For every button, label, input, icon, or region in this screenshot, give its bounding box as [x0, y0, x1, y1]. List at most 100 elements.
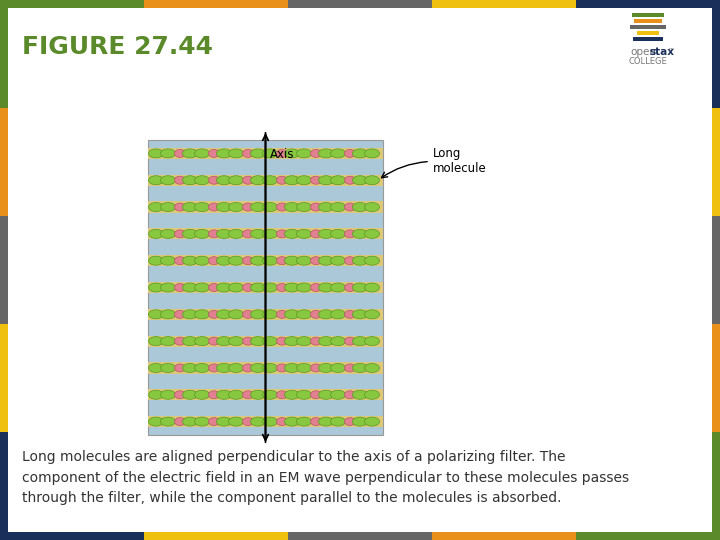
Ellipse shape [330, 363, 346, 373]
Ellipse shape [148, 176, 163, 185]
Ellipse shape [243, 337, 253, 345]
Ellipse shape [148, 202, 163, 212]
Ellipse shape [284, 176, 300, 185]
Ellipse shape [148, 417, 163, 426]
Ellipse shape [353, 230, 367, 238]
Ellipse shape [364, 256, 379, 265]
Ellipse shape [174, 150, 186, 157]
Bar [148, 389, 383, 400]
Ellipse shape [182, 149, 197, 158]
Ellipse shape [251, 363, 266, 373]
Bar [633, 37, 663, 41]
Ellipse shape [330, 149, 346, 158]
Ellipse shape [228, 230, 243, 238]
Ellipse shape [284, 390, 300, 399]
Ellipse shape [209, 176, 220, 184]
Ellipse shape [344, 364, 356, 372]
Ellipse shape [161, 310, 176, 319]
Ellipse shape [330, 230, 346, 238]
Ellipse shape [364, 310, 379, 319]
Ellipse shape [353, 390, 367, 399]
Bar [712, 108, 720, 216]
Ellipse shape [318, 417, 333, 426]
Ellipse shape [228, 202, 243, 212]
Ellipse shape [297, 363, 312, 373]
Ellipse shape [174, 391, 186, 399]
Ellipse shape [217, 310, 232, 319]
Ellipse shape [182, 202, 197, 212]
Bar [630, 25, 666, 29]
Ellipse shape [318, 256, 333, 265]
Text: COLLEGE: COLLEGE [629, 57, 667, 66]
Ellipse shape [284, 256, 300, 265]
Ellipse shape [251, 336, 266, 346]
Bar [148, 416, 383, 427]
Ellipse shape [194, 230, 210, 238]
Ellipse shape [251, 256, 266, 265]
Ellipse shape [297, 256, 312, 265]
Ellipse shape [284, 283, 300, 292]
Ellipse shape [174, 417, 186, 426]
Text: Long
molecule: Long molecule [433, 147, 487, 176]
Ellipse shape [243, 284, 253, 292]
Ellipse shape [251, 230, 266, 238]
Ellipse shape [217, 230, 232, 238]
Ellipse shape [310, 417, 322, 426]
Ellipse shape [318, 176, 333, 185]
Ellipse shape [182, 417, 197, 426]
Ellipse shape [209, 417, 220, 426]
Bar [576, 532, 720, 540]
Ellipse shape [297, 390, 312, 399]
Ellipse shape [148, 363, 163, 373]
Ellipse shape [263, 256, 277, 265]
Bar [576, 0, 720, 8]
Bar [144, 0, 288, 8]
Ellipse shape [174, 364, 186, 372]
Ellipse shape [148, 310, 163, 319]
Ellipse shape [364, 336, 379, 346]
Ellipse shape [148, 390, 163, 399]
Ellipse shape [263, 310, 277, 319]
Ellipse shape [263, 363, 277, 373]
Ellipse shape [194, 202, 210, 212]
Ellipse shape [182, 283, 197, 292]
Ellipse shape [228, 336, 243, 346]
Ellipse shape [228, 390, 243, 399]
Ellipse shape [182, 390, 197, 399]
Ellipse shape [330, 417, 346, 426]
Ellipse shape [161, 202, 176, 212]
Bar [148, 255, 383, 266]
Ellipse shape [353, 149, 367, 158]
Bar [0, 108, 8, 216]
Ellipse shape [174, 176, 186, 184]
Ellipse shape [251, 283, 266, 292]
Bar [432, 532, 576, 540]
Ellipse shape [228, 149, 243, 158]
Ellipse shape [310, 364, 322, 372]
Ellipse shape [364, 149, 379, 158]
Ellipse shape [161, 417, 176, 426]
Ellipse shape [243, 176, 253, 184]
Ellipse shape [251, 417, 266, 426]
Ellipse shape [161, 176, 176, 185]
Ellipse shape [174, 310, 186, 318]
Ellipse shape [330, 390, 346, 399]
Ellipse shape [364, 202, 379, 212]
Ellipse shape [194, 256, 210, 265]
Ellipse shape [251, 176, 266, 185]
Ellipse shape [318, 230, 333, 238]
Ellipse shape [297, 230, 312, 238]
Ellipse shape [263, 336, 277, 346]
Bar [0, 0, 8, 108]
Ellipse shape [276, 203, 287, 211]
Ellipse shape [344, 176, 356, 184]
Ellipse shape [194, 283, 210, 292]
Ellipse shape [174, 337, 186, 345]
Ellipse shape [353, 363, 367, 373]
Ellipse shape [330, 202, 346, 212]
Bar [148, 228, 383, 240]
Ellipse shape [174, 203, 186, 211]
Ellipse shape [209, 391, 220, 399]
Ellipse shape [276, 150, 287, 157]
Ellipse shape [318, 149, 333, 158]
